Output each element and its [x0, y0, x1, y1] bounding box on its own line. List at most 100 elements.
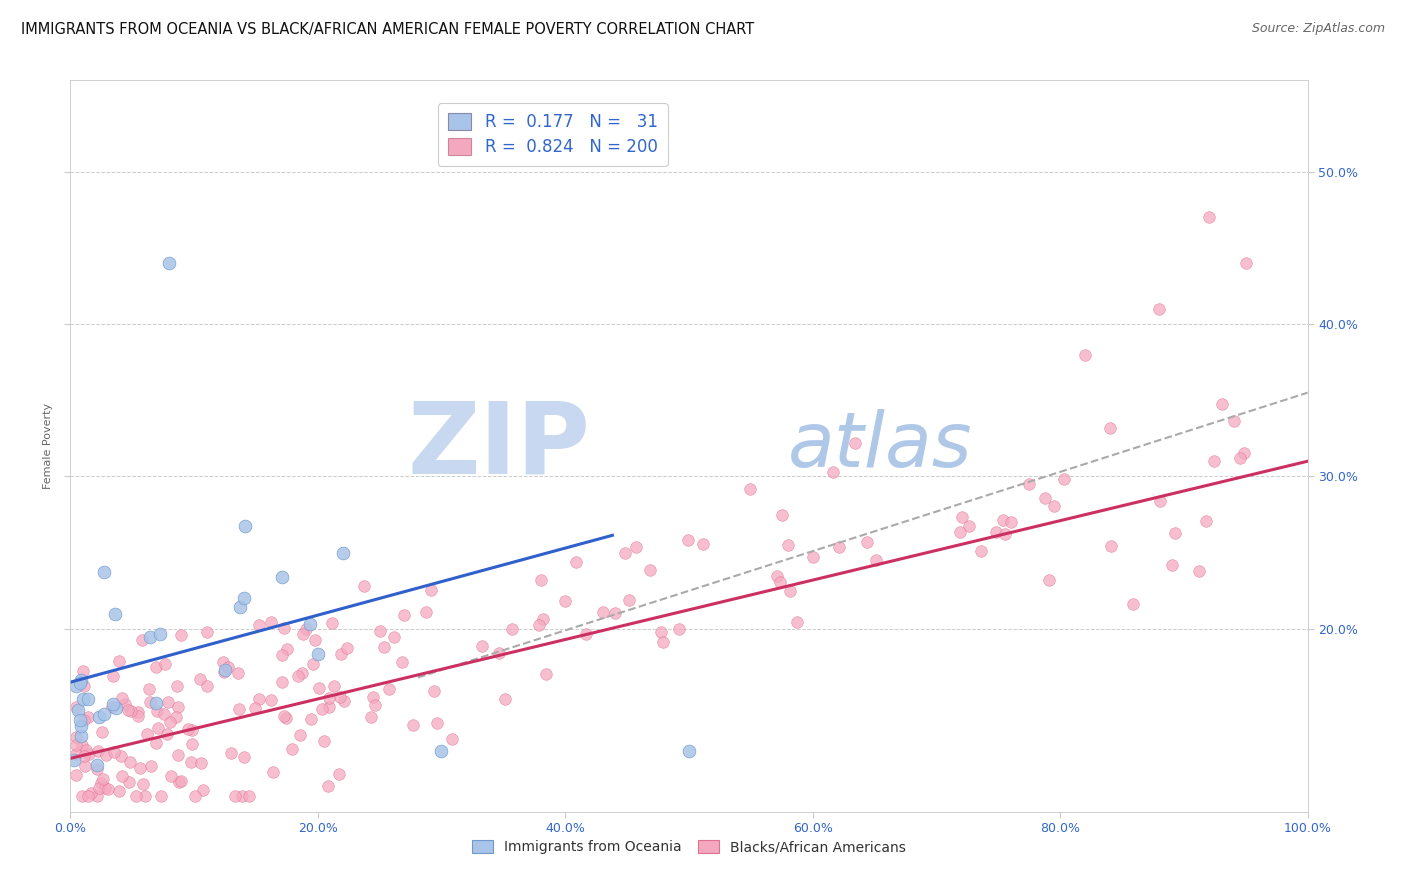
Point	[86, 757, 108, 772]
Point	[1229, 450, 1251, 465]
Point	[120, 704, 142, 718]
Point	[614, 546, 637, 560]
Point	[273, 708, 295, 723]
Point	[1223, 414, 1246, 428]
Point	[135, 727, 157, 741]
Point	[328, 766, 350, 780]
Point	[776, 538, 799, 552]
Point	[87, 710, 110, 724]
Point	[1149, 493, 1171, 508]
Point	[651, 634, 673, 648]
Point	[104, 701, 127, 715]
Point	[65, 738, 87, 752]
Point	[1052, 472, 1074, 486]
Point	[238, 789, 260, 804]
Point	[316, 780, 339, 794]
Point	[214, 663, 236, 677]
Point	[291, 665, 314, 680]
Point	[145, 696, 167, 710]
Point	[692, 537, 714, 551]
Point	[855, 535, 877, 549]
Point	[180, 756, 202, 770]
Point	[190, 756, 212, 771]
Point	[149, 626, 172, 640]
Point	[678, 744, 700, 758]
Point	[391, 656, 413, 670]
Point	[169, 774, 191, 789]
Point	[87, 744, 110, 758]
Point	[70, 738, 93, 752]
Point	[195, 624, 218, 639]
Point	[217, 660, 239, 674]
Point	[311, 702, 333, 716]
Point	[401, 718, 423, 732]
Point	[329, 648, 352, 662]
Point	[166, 747, 188, 762]
Point	[318, 700, 340, 714]
Point	[132, 777, 155, 791]
Point	[329, 690, 352, 704]
Point	[970, 544, 993, 558]
Point	[73, 679, 96, 693]
Point	[232, 750, 254, 764]
Y-axis label: Female Poverty: Female Poverty	[44, 403, 53, 489]
Point	[139, 695, 162, 709]
Point	[110, 749, 132, 764]
Point	[378, 681, 401, 696]
Point	[592, 605, 614, 619]
Point	[276, 641, 298, 656]
Point	[70, 719, 93, 733]
Point	[307, 648, 329, 662]
Point	[363, 698, 385, 713]
Point	[821, 465, 844, 479]
Point	[228, 599, 250, 614]
Point	[1147, 301, 1170, 316]
Point	[363, 690, 385, 704]
Point	[72, 664, 94, 678]
Point	[423, 684, 446, 698]
Point	[308, 681, 330, 696]
Point	[1099, 420, 1122, 434]
Point	[624, 540, 647, 554]
Point	[72, 748, 94, 763]
Point	[145, 660, 167, 674]
Point	[554, 594, 576, 608]
Point	[77, 709, 100, 723]
Point	[650, 625, 672, 640]
Point	[766, 569, 789, 583]
Point	[169, 774, 191, 789]
Point	[247, 691, 270, 706]
Point	[87, 780, 110, 795]
Point	[73, 713, 96, 727]
Point	[270, 675, 292, 690]
Point	[66, 703, 89, 717]
Point	[101, 700, 124, 714]
Point	[114, 697, 136, 711]
Point	[118, 755, 141, 769]
Point	[65, 679, 87, 693]
Point	[212, 665, 235, 679]
Point	[292, 627, 315, 641]
Point	[534, 667, 557, 681]
Point	[865, 553, 887, 567]
Point	[128, 761, 150, 775]
Point	[103, 745, 125, 759]
Point	[801, 550, 824, 565]
Point	[281, 742, 304, 756]
Point	[1043, 499, 1066, 513]
Point	[65, 747, 87, 762]
Point	[80, 786, 103, 800]
Point	[430, 744, 453, 758]
Point	[769, 574, 792, 589]
Point	[156, 727, 179, 741]
Point	[141, 759, 163, 773]
Point	[1233, 446, 1256, 460]
Point	[96, 747, 118, 762]
Point	[678, 533, 700, 548]
Point	[70, 789, 93, 804]
Point	[177, 723, 200, 737]
Point	[170, 628, 193, 642]
Point	[779, 583, 801, 598]
Point	[167, 699, 190, 714]
Point	[233, 519, 256, 533]
